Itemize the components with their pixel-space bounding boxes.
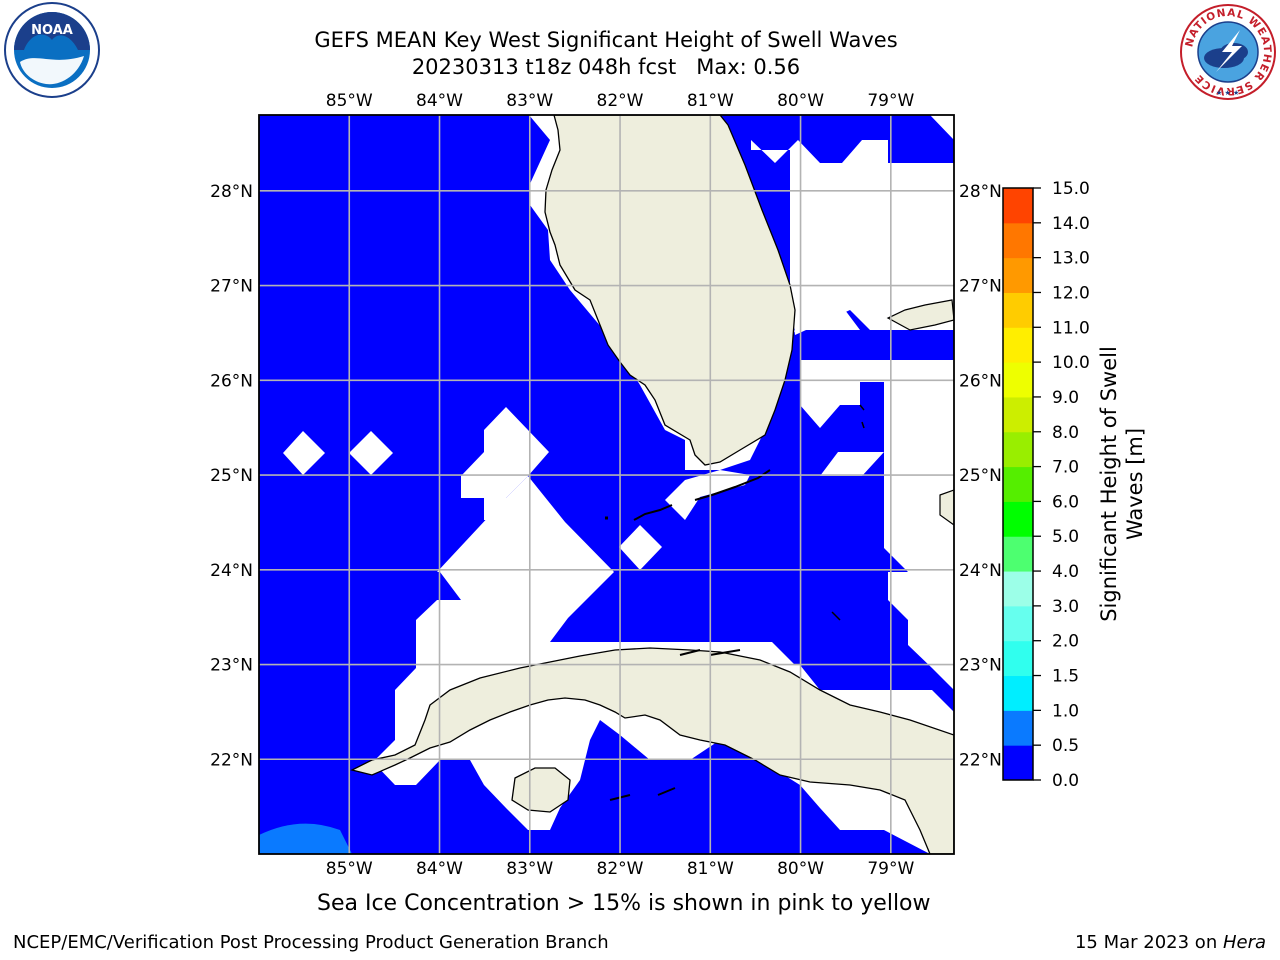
lat-tick-label: 26°N xyxy=(210,371,253,391)
gridlines xyxy=(259,115,954,854)
sea-ice-note: Sea Ice Concentration > 15% is shown in … xyxy=(317,891,931,916)
colorbar-swatch xyxy=(1003,222,1033,259)
andros-island xyxy=(939,489,954,526)
colorbar-tick-label: 9.0 xyxy=(1052,388,1079,408)
lon-tick-label: 84°W xyxy=(416,91,463,111)
footer-date: 15 Mar 2023 on xyxy=(1074,932,1223,953)
svg-text:★ ★ ★: ★ ★ ★ xyxy=(1216,89,1239,97)
colorbar-swatch xyxy=(1003,292,1033,328)
swell-patch-0.5m xyxy=(259,823,352,854)
lon-tick-label: 84°W xyxy=(416,859,463,879)
lon-tick-label: 83°W xyxy=(506,91,553,111)
colorbar-label-line2: Waves [m] xyxy=(1123,428,1147,540)
colorbar-swatch xyxy=(1003,571,1033,607)
colorbar-tick-label: 10.0 xyxy=(1052,353,1090,373)
florida-landmass xyxy=(544,115,796,466)
lat-tick-labels-left: 28°N 27°N 26°N 25°N 24°N 23°N 22°N xyxy=(210,182,253,770)
lon-tick-label: 82°W xyxy=(597,91,644,111)
colorbar-swatch xyxy=(1003,605,1033,642)
lat-tick-label: 24°N xyxy=(959,561,1002,581)
colorbar-tick-label: 6.0 xyxy=(1052,492,1079,512)
lat-tick-label: 28°N xyxy=(210,182,253,202)
footer-machine: Hera xyxy=(1222,932,1266,953)
colorbar-tick-label: 0.0 xyxy=(1052,771,1079,791)
lon-tick-label: 85°W xyxy=(326,859,373,879)
lat-tick-label: 25°N xyxy=(959,466,1002,486)
colorbar-tick-label: 0.5 xyxy=(1052,736,1079,756)
colorbar-swatch xyxy=(1003,675,1033,711)
colorbar-swatch xyxy=(1003,745,1033,781)
noaa-logo-text: NOAA xyxy=(31,23,73,38)
lat-tick-label: 23°N xyxy=(210,656,253,676)
lat-tick-labels-right: 28°N 27°N 26°N 25°N 24°N 23°N 22°N xyxy=(959,182,1002,770)
colorbar-swatch xyxy=(1003,710,1033,746)
colorbar-tick-label: 7.0 xyxy=(1052,458,1079,478)
colorbar-tick-label: 5.0 xyxy=(1052,527,1079,547)
lon-tick-label: 79°W xyxy=(867,91,914,111)
colorbar-tick-label: 11.0 xyxy=(1052,318,1090,338)
colorbar-tick-label: 4.0 xyxy=(1052,562,1079,582)
colorbar-tick-label: 15.0 xyxy=(1052,179,1090,199)
lon-tick-labels-top: 85°W 84°W 83°W 82°W 81°W 80°W 79°W xyxy=(326,91,915,111)
nws-logo-icon: NATIONAL WEATHER SERVICE ★ ★ ★ xyxy=(1180,4,1276,100)
colorbar-tick-label: 3.0 xyxy=(1052,597,1079,617)
map-frame xyxy=(258,114,955,855)
isle-of-youth xyxy=(511,767,571,813)
colorbar-tick-label: 8.0 xyxy=(1052,423,1079,443)
lat-tick-label: 22°N xyxy=(210,750,253,770)
colorbar-tick-label: 1.0 xyxy=(1052,701,1079,721)
lat-tick-label: 27°N xyxy=(959,277,1002,297)
lat-tick-label: 26°N xyxy=(959,371,1002,391)
lat-tick-label: 28°N xyxy=(959,182,1002,202)
lat-tick-label: 22°N xyxy=(959,750,1002,770)
colorbar-swatch xyxy=(1003,431,1033,468)
colorbar-tick-label: 12.0 xyxy=(1052,283,1090,303)
colorbar-swatch xyxy=(1003,362,1033,398)
lon-tick-label: 80°W xyxy=(777,859,824,879)
colorbar-swatch xyxy=(1003,396,1033,433)
colorbar-label-line1: Significant Height of Swell xyxy=(1097,346,1121,622)
map-area xyxy=(259,115,954,854)
colorbar-swatch xyxy=(1003,466,1033,502)
footer-credit: NCEP/EMC/Verification Post Processing Pr… xyxy=(13,932,609,953)
lon-tick-label: 80°W xyxy=(777,91,824,111)
lon-tick-label: 82°W xyxy=(597,859,644,879)
colorbar-tick-label: 13.0 xyxy=(1052,249,1090,269)
lon-tick-labels-bottom: 85°W 84°W 83°W 82°W 81°W 80°W 79°W xyxy=(326,859,915,879)
colorbar-frame xyxy=(1002,187,1034,781)
colorbar-tick-label: 14.0 xyxy=(1052,214,1090,234)
lon-tick-label: 83°W xyxy=(506,859,553,879)
chart-subtitle: 20230313 t18z 048h fcst Max: 0.56 xyxy=(411,55,801,79)
lon-tick-label: 85°W xyxy=(326,91,373,111)
lat-tick-label: 25°N xyxy=(210,466,253,486)
lon-tick-label: 81°W xyxy=(687,859,734,879)
footer-date-host: 15 Mar 2023 on Hera xyxy=(1075,932,1266,954)
colorbar: 0.0 0.5 1.0 1.5 2.0 3.0 4.0 5.0 6.0 7.0 8.0 9.0 10.0… xyxy=(1003,179,1090,791)
lat-tick-label: 24°N xyxy=(210,561,253,581)
colorbar-swatch xyxy=(1003,327,1033,363)
colorbar-swatch xyxy=(1003,188,1033,224)
lat-tick-label: 27°N xyxy=(210,277,253,297)
colorbar-swatch xyxy=(1003,640,1033,677)
lon-tick-label: 79°W xyxy=(867,859,914,879)
lat-tick-label: 23°N xyxy=(959,656,1002,676)
grand-bahama xyxy=(886,299,954,331)
colorbar-swatch xyxy=(1003,501,1033,537)
colorbar-swatch xyxy=(1003,257,1033,293)
colorbar-swatch xyxy=(1003,536,1033,572)
chart-title: GEFS MEAN Key West Significant Height of… xyxy=(314,28,898,52)
colorbar-tick-label: 1.5 xyxy=(1052,667,1079,687)
noaa-logo-icon: NOAA xyxy=(4,2,100,98)
lon-tick-label: 81°W xyxy=(687,91,734,111)
colorbar-tick-label: 2.0 xyxy=(1052,632,1079,652)
bahama-islets xyxy=(831,404,865,621)
